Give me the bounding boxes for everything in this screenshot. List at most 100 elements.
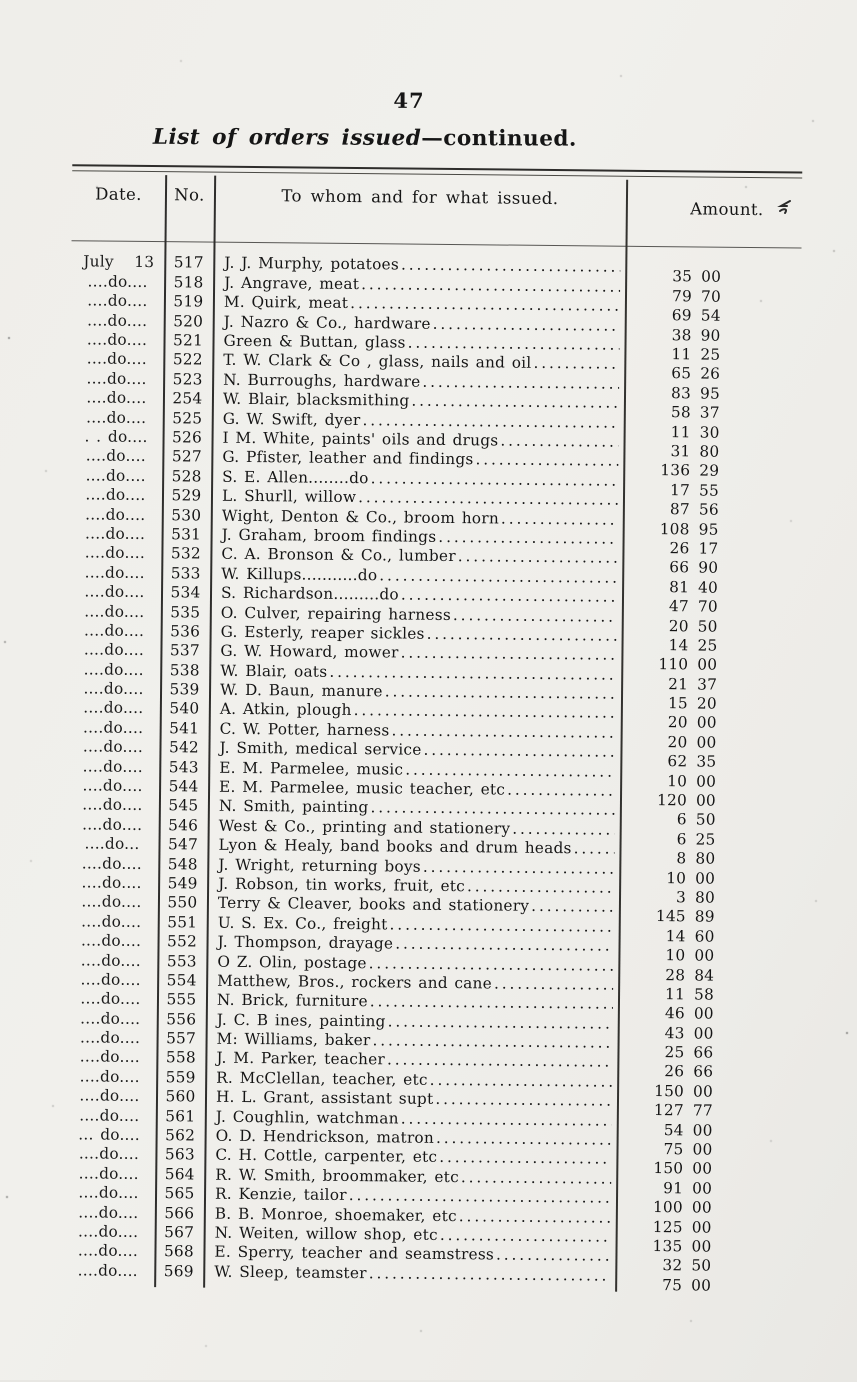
row-order-number: 565 — [164, 1184, 195, 1203]
row-order-number: 525 — [172, 408, 203, 428]
row-amount-dollars: 150 — [653, 1159, 684, 1178]
row-date: July 13 — [83, 252, 155, 272]
row-payee-description: C. A. Bronson & Co., lumber — [210, 545, 622, 567]
row-order-number: 518 — [173, 273, 204, 292]
row-order-number: 530 — [171, 505, 202, 525]
orders-table: Date. No. To whom and for what issued. A… — [61, 164, 803, 1294]
row-amount-cents: 50 — [697, 616, 718, 636]
row-payee-description: N. Burroughs, hardware — [212, 370, 624, 392]
row-amount-dollars: 38 — [671, 325, 692, 345]
row-amount-cents: 29 — [699, 461, 720, 481]
dotted-leader — [507, 781, 615, 800]
row-order-number: 531 — [171, 525, 202, 544]
dotted-leader — [436, 1129, 612, 1149]
row-order-number: 529 — [171, 486, 202, 505]
row-payee-description: I M. White, paints' oils and drugs — [211, 429, 623, 451]
row-date: ....do.... — [78, 1144, 140, 1164]
row-item-text: W. Sleep, teamster — [214, 1262, 367, 1282]
row-amount-cents: 30 — [699, 423, 720, 442]
row-amount-cents: 37 — [697, 675, 718, 694]
row-order-number: 539 — [169, 680, 200, 699]
row-date: ....do.... — [77, 1241, 139, 1261]
dotted-leader — [512, 819, 615, 838]
row-payee-description: W. Blair, oats — [209, 661, 621, 683]
row-payee-description: Wight, Denton & Co., broom horn — [211, 506, 623, 528]
row-amount-dollars: 46 — [664, 1004, 685, 1023]
row-order-number: 537 — [169, 641, 201, 660]
row-item-text: J. Wright, returning boys — [218, 855, 422, 876]
row-order-number: 559 — [165, 1068, 196, 1087]
row-amount-cents: 00 — [693, 1004, 714, 1023]
row-order-number: 522 — [172, 350, 203, 369]
row-date: ....do.... — [85, 466, 146, 485]
dotted-leader — [438, 528, 617, 548]
dotted-leader — [401, 644, 617, 664]
row-amount-cents: 80 — [699, 442, 720, 461]
row-amount-dollars: 17 — [670, 480, 691, 500]
row-item-text: H. L. Grant, assistant supt — [215, 1087, 434, 1109]
row-date: ....do.... — [80, 989, 141, 1009]
row-amount: 100 00 — [616, 1198, 792, 1218]
row-item-text: G. W. Howard, mower — [220, 641, 399, 662]
row-order-number: 517 — [173, 253, 204, 272]
dotted-leader — [350, 294, 620, 315]
row-amount-dollars: 43 — [664, 1023, 685, 1043]
row-payee-description: J. Thompson, drayage — [206, 933, 618, 955]
row-amount: 54 00 — [617, 1120, 793, 1140]
row-payee-description: Matthew, Bros., rockers and cane — [206, 972, 618, 994]
row-date: . . do.... — [84, 427, 148, 446]
row-amount-dollars: 20 — [668, 616, 689, 635]
table-header-row: Date. No. To whom and for what issued. A… — [72, 171, 803, 247]
dotted-leader — [387, 1051, 613, 1071]
row-amount-dollars: 69 — [671, 306, 692, 325]
row-order-number: 534 — [170, 583, 201, 602]
row-amount: 32 50 — [615, 1256, 791, 1276]
row-order-number: 549 — [167, 874, 198, 893]
row-amount-cents: 37 — [699, 403, 720, 422]
row-date: ... do.... — [78, 1125, 141, 1144]
row-payee-description: W. Blair, blacksmithing — [212, 390, 624, 412]
row-amount-dollars: 120 — [656, 791, 688, 810]
page-number: 47 — [393, 87, 425, 113]
row-payee-description: J. M. Parker, teacher — [205, 1049, 617, 1071]
row-order-number: 557 — [166, 1029, 197, 1048]
row-date: ....do.... — [81, 873, 142, 892]
dotted-leader — [401, 586, 617, 606]
row-amount: 75 00 — [616, 1140, 792, 1160]
row-payee-description: W. D. Baun, manure — [209, 681, 621, 703]
row-item-text: J. J. Murphy, potatoes — [224, 254, 400, 274]
row-amount: 11 58 — [618, 985, 794, 1005]
row-amount-dollars: 54 — [663, 1120, 684, 1140]
row-item-text: E. Sperry, teacher and seamstress — [214, 1243, 495, 1264]
row-order-number: 523 — [172, 370, 203, 389]
row-order-number: 553 — [166, 951, 197, 971]
row-amount-cents: 58 — [693, 985, 715, 1004]
dotted-leader — [379, 566, 617, 586]
row-date: ....do.... — [77, 1261, 138, 1280]
row-item-text: C. H. Cottle, carpenter, etc — [215, 1146, 438, 1167]
row-amount-cents: 50 — [691, 1256, 712, 1276]
row-payee-description: G. Pfister, leather and findings — [211, 448, 623, 470]
row-amount-cents: 35 — [696, 752, 717, 771]
row-date: ....do.... — [78, 1202, 139, 1222]
row-order-number: 564 — [164, 1165, 195, 1184]
row-item-text: M. Quirk, meat — [223, 292, 349, 313]
row-amount-dollars: 11 — [671, 345, 692, 364]
row-amount: 46 00 — [618, 1004, 794, 1024]
row-amount-dollars: 11 — [665, 985, 686, 1004]
page-title-continued: —continued. — [421, 125, 577, 152]
dotted-leader — [461, 1168, 611, 1187]
dotted-leader — [475, 451, 618, 470]
row-date: ....do.... — [83, 621, 145, 640]
row-amount: 26 17 — [622, 539, 798, 559]
row-amount: 75 00 — [615, 1275, 791, 1295]
row-item-text: W. Blair, oats — [220, 661, 328, 681]
row-order-number: 520 — [173, 311, 204, 331]
row-amount: 35 00 — [625, 267, 801, 287]
row-date: ....do.... — [79, 1105, 140, 1125]
row-date: ....do.... — [85, 504, 146, 524]
row-item-text: S. Richardson.........do — [220, 583, 400, 604]
row-amount: 83 95 — [624, 384, 800, 404]
row-amount-dollars: 83 — [670, 383, 692, 403]
row-payee-description: N. Brick, furniture — [206, 991, 618, 1013]
